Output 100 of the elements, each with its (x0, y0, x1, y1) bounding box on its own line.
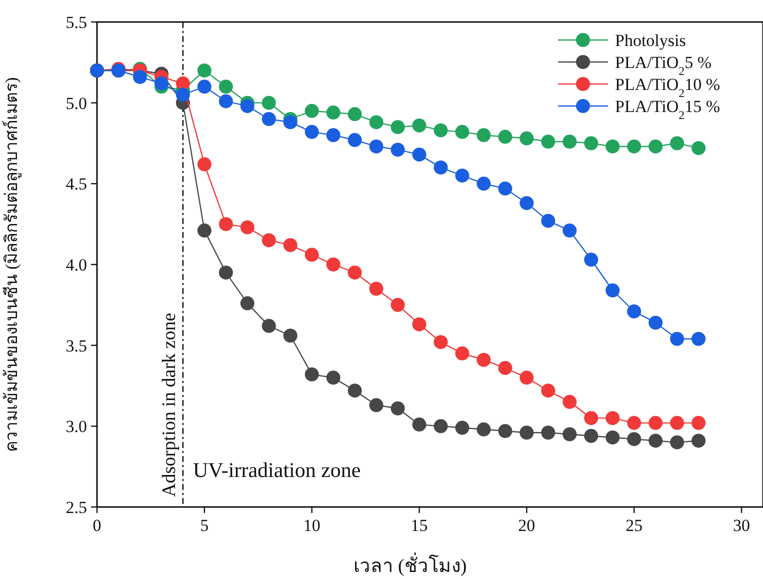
point (218, 217, 233, 232)
point (562, 224, 577, 238)
point (326, 128, 340, 142)
point (692, 141, 706, 156)
annotation: UV-irradiation zone (193, 458, 361, 482)
x-tick-label: 25 (626, 516, 643, 535)
point (390, 142, 405, 157)
point (455, 124, 470, 139)
point (562, 394, 577, 409)
point (218, 80, 233, 94)
point (326, 106, 340, 120)
point (541, 426, 556, 440)
point (627, 304, 642, 318)
point (304, 104, 319, 118)
point (154, 76, 168, 90)
point (541, 384, 556, 398)
point (262, 318, 276, 333)
point (326, 370, 340, 385)
point (240, 296, 254, 310)
point (304, 248, 319, 262)
point (648, 434, 663, 448)
point (262, 112, 276, 126)
point (412, 118, 426, 132)
x-tick-label: 30 (733, 516, 750, 535)
legend-label: PLA/TiO$_{2}$5 % (615, 53, 712, 78)
point (584, 428, 598, 443)
legend-label: PLA/TiO$_{2}$15 % (615, 97, 720, 122)
point (369, 115, 384, 130)
point (692, 434, 706, 448)
y-tick-label: 3.5 (66, 336, 87, 356)
point (455, 420, 470, 435)
point (240, 99, 254, 114)
point (476, 176, 491, 191)
point (197, 64, 212, 78)
point (412, 148, 426, 162)
point (670, 332, 684, 346)
point (520, 131, 534, 146)
point (498, 360, 512, 375)
y-tick-label: 3.0 (66, 417, 87, 436)
legend-label: PLA/TiO$_{2}$10 % (615, 75, 720, 100)
point (283, 238, 298, 252)
x-axis-title: เวลา (ชั่วโมง) (353, 552, 467, 577)
point (434, 123, 448, 138)
point (197, 224, 212, 238)
point (476, 352, 491, 367)
point (218, 266, 233, 280)
point (240, 220, 254, 234)
point (541, 214, 556, 228)
point (455, 346, 470, 360)
point (176, 88, 190, 102)
point (348, 266, 362, 280)
point (584, 136, 598, 150)
point (132, 70, 147, 84)
point (692, 332, 706, 346)
point (584, 411, 598, 426)
point (498, 424, 512, 438)
point (627, 432, 642, 446)
point (476, 128, 491, 142)
point (606, 283, 620, 298)
point (283, 115, 298, 130)
point (627, 416, 642, 430)
legend-label: Photolysis (615, 31, 686, 50)
point (197, 157, 212, 172)
x-tick-label: 15 (410, 516, 428, 535)
point (348, 384, 362, 398)
point (520, 426, 534, 440)
point (390, 120, 405, 134)
point (218, 94, 233, 108)
point (304, 124, 319, 139)
point (648, 416, 663, 430)
y-tick-label: 4.5 (66, 174, 87, 194)
point (369, 282, 384, 296)
point (606, 139, 620, 154)
point (476, 422, 491, 436)
point (670, 435, 684, 450)
point (434, 160, 448, 174)
point (262, 233, 276, 248)
point (498, 182, 512, 196)
point (520, 370, 534, 385)
y-tick-label: 2.5 (66, 498, 87, 517)
point (326, 258, 340, 272)
y-tick-label: 5.5 (66, 13, 87, 32)
x-tick-label: 5 (200, 516, 209, 535)
point (176, 76, 190, 90)
x-tick-label: 20 (518, 516, 536, 535)
point (520, 196, 534, 210)
point (455, 168, 470, 183)
point (434, 419, 448, 434)
point (606, 430, 620, 444)
x-tick-label: 0 (92, 516, 102, 535)
point (670, 136, 684, 150)
point (369, 398, 384, 412)
point (412, 418, 426, 432)
point (584, 252, 598, 267)
point (348, 133, 362, 148)
y-tick-label: 5.0 (66, 94, 87, 113)
point (498, 130, 512, 144)
point (562, 427, 577, 442)
point (304, 367, 319, 382)
y-axis-title: ความเข้มข้นของเบนซีน (มิลลิกรัมต่อลูกบาศก์เมตร) (2, 77, 22, 452)
